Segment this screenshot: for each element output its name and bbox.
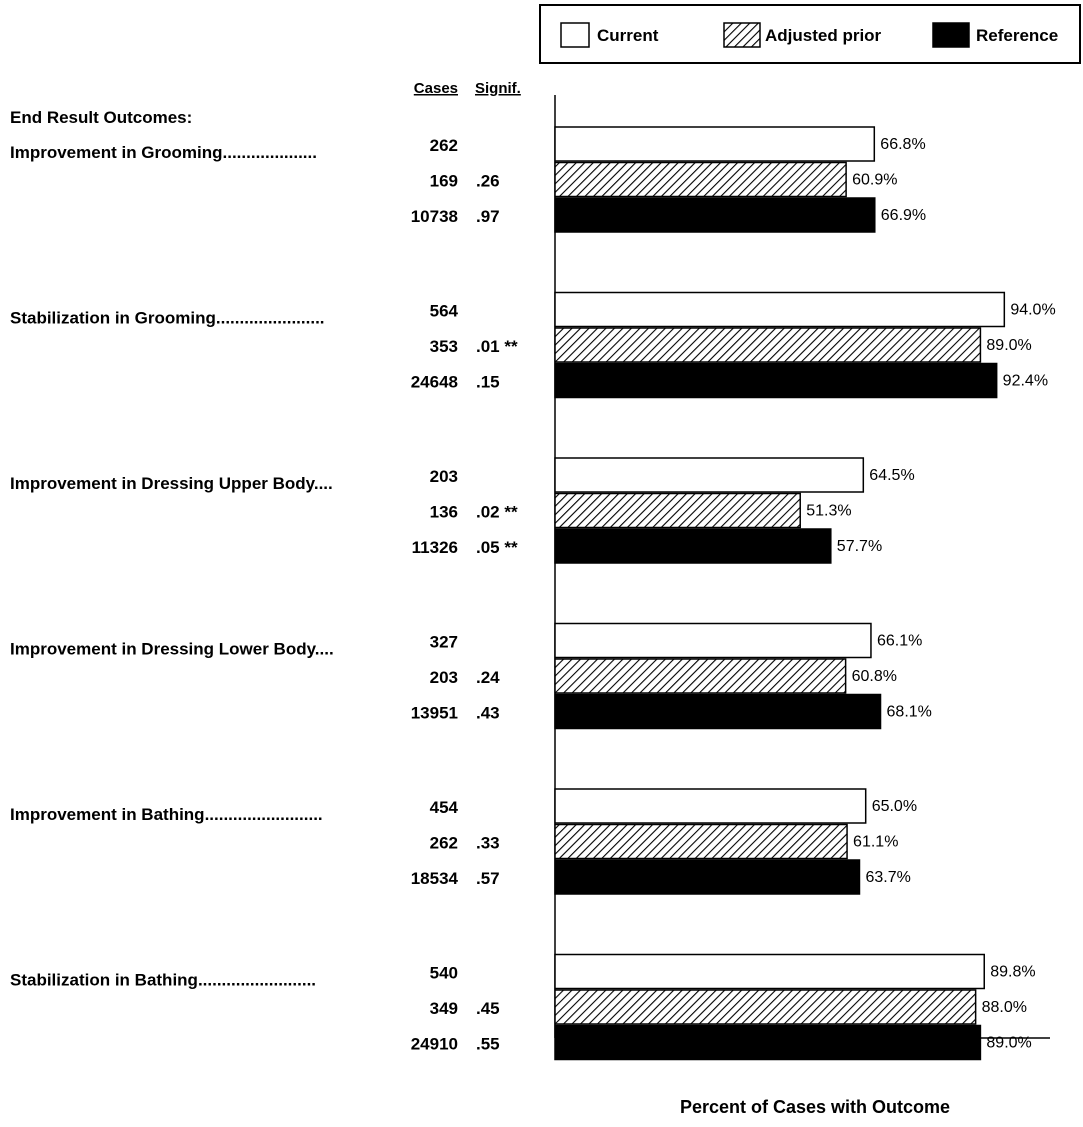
legend-swatch-current — [560, 22, 590, 48]
bar-value-label: 57.7% — [837, 538, 882, 555]
signif-value: .24 — [476, 668, 500, 687]
legend-label-current: Current — [597, 26, 659, 45]
bar-adjusted-prior — [554, 989, 977, 1025]
bar-groups: Improvement in Grooming.................… — [10, 126, 1056, 1061]
legend-swatch-reference — [932, 22, 970, 48]
outcome-label: Improvement in Dressing Upper Body.... — [10, 474, 333, 493]
cases-value: 24910 — [411, 1035, 458, 1054]
legend-label-adjusted-prior: Adjusted prior — [765, 26, 882, 45]
bar-value-label: 64.5% — [869, 467, 914, 484]
bar-current — [554, 788, 867, 824]
cases-value: 203 — [430, 467, 458, 486]
outcome-group: Stabilization in Bathing................… — [10, 953, 1036, 1061]
signif-value: .01 ** — [476, 337, 518, 356]
bar-current — [554, 953, 985, 990]
bar-reference — [554, 693, 882, 730]
bar-adjusted-prior — [554, 823, 848, 860]
header-cases: Cases — [414, 80, 458, 97]
bar-current — [554, 126, 876, 162]
signif-value: .43 — [476, 704, 500, 723]
bar-current — [554, 622, 872, 659]
cases-value: 353 — [430, 337, 458, 356]
cases-value: 203 — [430, 668, 458, 687]
bar-value-label: 94.0% — [1010, 302, 1055, 319]
bar-adjusted-prior — [554, 492, 801, 529]
bar-reference — [554, 362, 998, 399]
bar-value-label: 65.0% — [872, 798, 917, 815]
signif-value: .05 ** — [476, 538, 518, 557]
bar-value-label: 60.9% — [852, 172, 897, 189]
section-title: End Result Outcomes: — [10, 108, 192, 127]
outcome-label: Improvement in Grooming.................… — [10, 143, 317, 162]
outcome-label: Stabilization in Bathing................… — [10, 971, 316, 990]
legend: Current Adjusted prior Reference — [539, 4, 1081, 64]
cases-value: 18534 — [411, 869, 459, 888]
bar-value-label: 61.1% — [853, 834, 898, 851]
signif-value: .26 — [476, 172, 500, 191]
cases-value: 11326 — [412, 538, 458, 557]
bar-value-label: 51.3% — [806, 503, 851, 520]
bar-adjusted-prior — [554, 161, 847, 198]
cases-value: 349 — [430, 999, 458, 1018]
signif-value: .02 ** — [476, 503, 518, 522]
outcome-label: Improvement in Bathing..................… — [10, 805, 323, 824]
signif-value: .15 — [476, 373, 500, 392]
outcome-label: Stabilization in Grooming...............… — [10, 309, 325, 328]
signif-value: .55 — [476, 1035, 500, 1054]
bar-value-label: 89.0% — [986, 1035, 1031, 1052]
header-signif: Signif. — [475, 80, 521, 97]
bar-value-label: 88.0% — [982, 999, 1027, 1016]
bar-adjusted-prior — [554, 658, 847, 694]
cases-value: 262 — [430, 136, 458, 155]
bar-current — [554, 457, 865, 493]
bar-current — [554, 291, 1006, 328]
cases-value: 13951 — [411, 704, 458, 723]
signif-value: .57 — [476, 869, 500, 888]
bar-value-label: 63.7% — [865, 869, 910, 886]
bar-value-label: 66.9% — [881, 207, 926, 224]
signif-value: .97 — [476, 207, 500, 226]
cases-value: 327 — [430, 633, 458, 652]
bar-reference — [554, 1024, 982, 1061]
bar-value-label: 92.4% — [1003, 373, 1048, 390]
outcome-group: Stabilization in Grooming...............… — [10, 291, 1056, 399]
cases-value: 10738 — [411, 207, 458, 226]
outcome-label: Improvement in Dressing Lower Body.... — [10, 640, 334, 659]
bar-value-label: 89.8% — [990, 964, 1035, 981]
cases-value: 454 — [430, 798, 459, 817]
legend-label-reference: Reference — [976, 26, 1058, 45]
outcome-group: Improvement in Grooming.................… — [10, 126, 926, 233]
bar-value-label: 89.0% — [986, 337, 1031, 354]
bar-reference — [554, 528, 832, 564]
bar-reference — [554, 859, 861, 895]
x-axis-label: Percent of Cases with Outcome — [680, 1097, 950, 1117]
cases-value: 262 — [430, 834, 458, 853]
outcome-group: Improvement in Bathing..................… — [10, 788, 917, 895]
bar-adjusted-prior — [554, 327, 982, 363]
outcome-group: Improvement in Dressing Lower Body.... 32… — [10, 622, 932, 730]
signif-value: .45 — [476, 999, 500, 1018]
cases-value: 136 — [430, 503, 458, 522]
cases-value: 540 — [430, 964, 458, 983]
signif-value: .33 — [476, 834, 500, 853]
bar-value-label: 60.8% — [852, 668, 897, 685]
cases-value: 169 — [430, 172, 458, 191]
bar-value-label: 66.1% — [877, 633, 922, 650]
bar-reference — [554, 197, 876, 233]
cases-value: 24648 — [411, 373, 458, 392]
bar-value-label: 66.8% — [880, 136, 925, 153]
legend-frame — [539, 4, 1081, 64]
outcome-group: Improvement in Dressing Upper Body.... 20… — [10, 457, 915, 564]
legend-swatch-adjusted-prior — [723, 22, 761, 48]
cases-value: 564 — [430, 302, 459, 321]
bar-value-label: 68.1% — [887, 704, 932, 721]
